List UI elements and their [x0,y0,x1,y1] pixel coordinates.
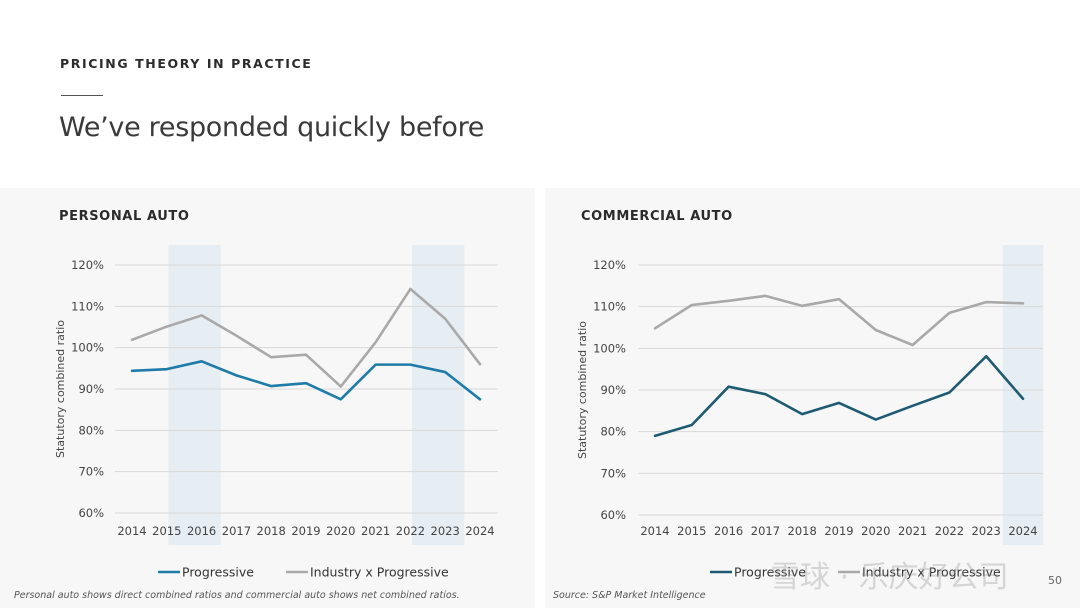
legend-label: Progressive [734,565,806,580]
footnote-source: Source: S&P Market Intelligence [553,590,706,601]
footnote-left: Personal auto shows direct combined rati… [14,590,460,601]
x-tick-label: 2017 [751,524,780,538]
y-tick-label: 120% [593,258,626,272]
y-tick-label: 80% [600,425,626,439]
legend-label: Industry x Progressive [862,565,1001,580]
y-tick-label: 110% [593,300,626,314]
x-tick-label: 2022 [396,524,425,538]
series-line-progressive [653,354,1025,438]
x-tick-label: 2015 [677,524,706,538]
x-tick-label: 2015 [152,524,181,538]
shaded-period-band [412,245,465,545]
y-tick-label: 60% [600,508,626,522]
x-tick-label: 2023 [972,524,1001,538]
shaded-period-band [168,245,221,545]
x-tick-label: 2021 [361,524,390,538]
panel-title-personal: PERSONAL AUTO [59,209,190,224]
x-tick-label: 2024 [1008,524,1037,538]
y-tick-label: 100% [593,341,626,355]
x-tick-label: 2021 [898,524,927,538]
eyebrow-label: PRICING THEORY IN PRACTICE [60,56,313,71]
y-tick-label: 100% [71,341,104,355]
x-tick-label: 2014 [640,524,669,538]
series-line-progressive [130,360,482,401]
y-tick-label: 90% [78,382,104,396]
y-tick-label: 120% [71,258,104,272]
y-tick-label: 80% [78,423,104,437]
commercial-auto-panel: COMMERCIAL AUTO [545,188,1080,608]
y-tick-label: 70% [78,465,104,479]
page-title: We’ve responded quickly before [59,112,485,143]
x-tick-label: 2016 [714,524,743,538]
y-axis-label: Statutory combined ratio [54,320,67,458]
x-tick-label: 2020 [326,524,355,538]
y-tick-label: 60% [78,506,104,520]
series-line-industry [130,287,482,388]
panel-title-commercial: COMMERCIAL AUTO [581,209,733,224]
x-tick-label: 2017 [222,524,251,538]
x-tick-label: 2024 [465,524,494,538]
x-tick-label: 2016 [187,524,216,538]
x-tick-label: 2019 [824,524,853,538]
x-tick-label: 2014 [117,524,146,538]
x-tick-label: 2020 [861,524,890,538]
y-axis-label: Statutory combined ratio [576,321,589,459]
shaded-period-band [1002,245,1044,545]
y-tick-label: 110% [71,299,104,313]
x-tick-label: 2018 [257,524,286,538]
x-tick-label: 2023 [431,524,460,538]
series-line-industry [653,294,1025,347]
x-tick-label: 2018 [788,524,817,538]
legend-label: Progressive [182,565,254,580]
y-tick-label: 70% [600,466,626,480]
page-number: 50 [1048,574,1062,587]
y-tick-label: 90% [600,383,626,397]
x-tick-label: 2022 [935,524,964,538]
title-rule [61,95,103,96]
x-tick-label: 2019 [291,524,320,538]
legend-label: Industry x Progressive [310,565,449,580]
